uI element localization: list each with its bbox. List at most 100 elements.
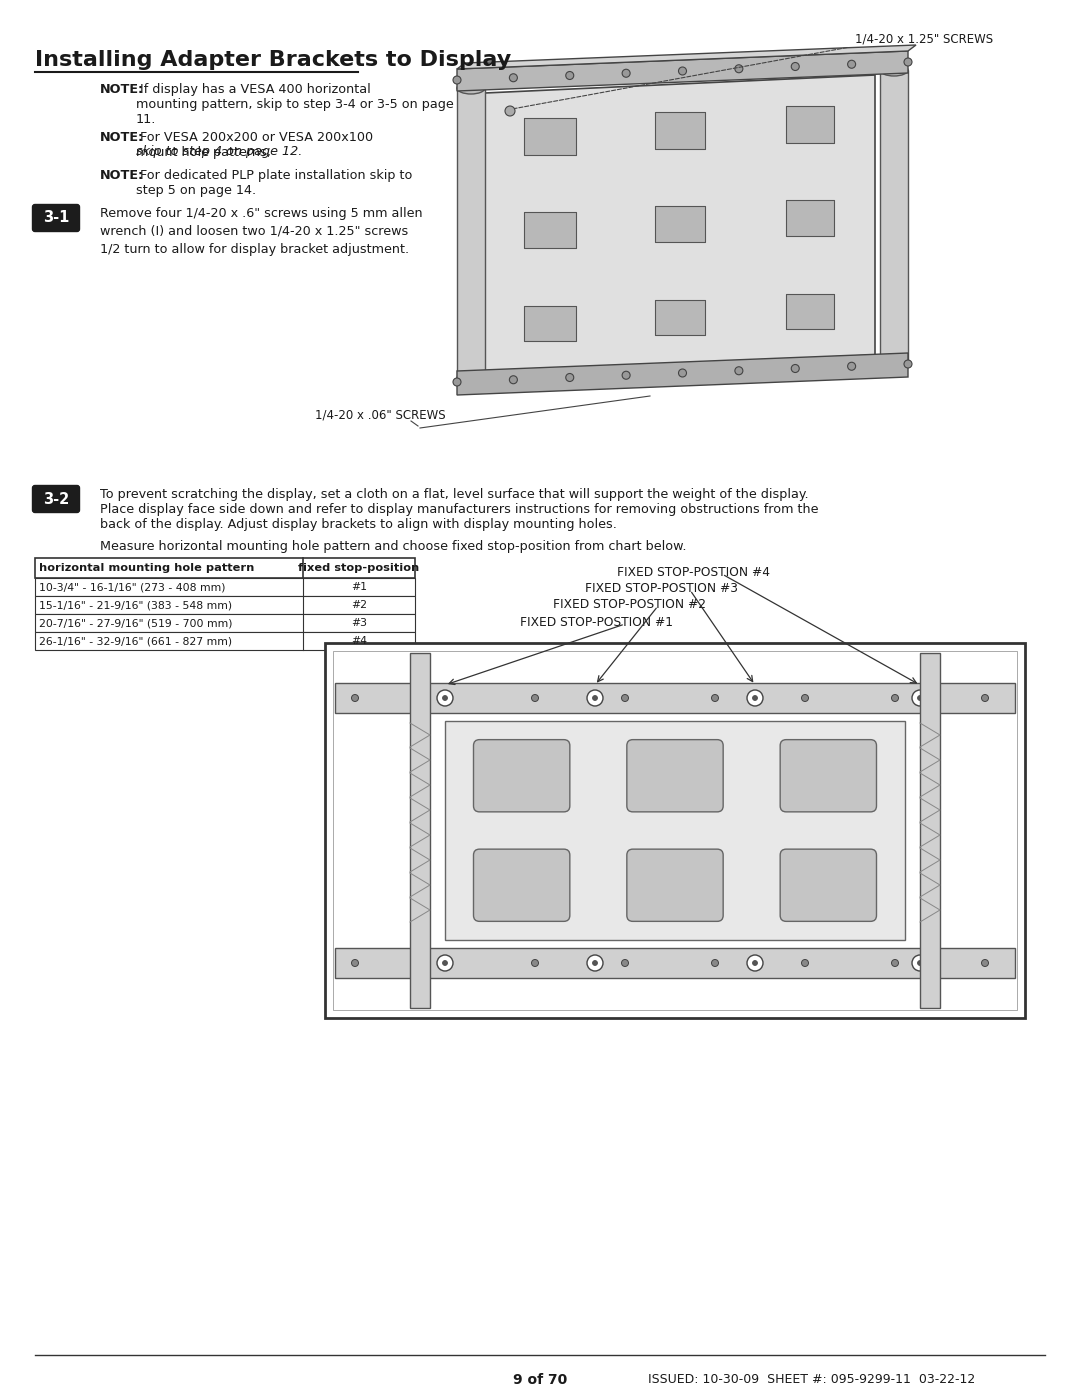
Polygon shape xyxy=(786,200,834,236)
Circle shape xyxy=(442,960,448,967)
Bar xyxy=(333,651,1017,1010)
Circle shape xyxy=(531,960,539,967)
Polygon shape xyxy=(525,117,576,155)
Circle shape xyxy=(443,961,447,965)
Bar xyxy=(335,949,1015,978)
Bar xyxy=(325,643,1025,1018)
Polygon shape xyxy=(457,88,485,379)
Circle shape xyxy=(622,372,630,379)
Text: fixed stop-position: fixed stop-position xyxy=(298,563,420,573)
Polygon shape xyxy=(656,112,705,149)
Text: skip to step 4 on page 12.: skip to step 4 on page 12. xyxy=(136,145,302,158)
Text: FIXED STOP-POSTION #4: FIXED STOP-POSTION #4 xyxy=(617,566,770,578)
Circle shape xyxy=(453,379,461,386)
Circle shape xyxy=(747,690,762,705)
Circle shape xyxy=(622,70,630,77)
Ellipse shape xyxy=(457,82,485,94)
Circle shape xyxy=(747,956,762,971)
Text: To prevent scratching the display, set a cloth on a flat, level surface that wil: To prevent scratching the display, set a… xyxy=(100,488,809,502)
Polygon shape xyxy=(880,70,908,360)
Text: 9 of 70: 9 of 70 xyxy=(513,1373,567,1387)
Circle shape xyxy=(678,67,687,75)
Text: 1/4-20 x .06" SCREWS: 1/4-20 x .06" SCREWS xyxy=(315,408,446,420)
Circle shape xyxy=(792,63,799,70)
Text: FIXED STOP-POSTION #3: FIXED STOP-POSTION #3 xyxy=(585,583,738,595)
Circle shape xyxy=(848,362,855,370)
Polygon shape xyxy=(786,293,834,330)
Polygon shape xyxy=(485,75,875,373)
Text: ISSUED: 10-30-09  SHEET #: 095-9299-11  03-22-12: ISSUED: 10-30-09 SHEET #: 095-9299-11 03… xyxy=(648,1373,975,1386)
Circle shape xyxy=(437,690,453,705)
Text: #1: #1 xyxy=(351,583,367,592)
FancyBboxPatch shape xyxy=(780,739,877,812)
Ellipse shape xyxy=(457,372,485,384)
Bar xyxy=(445,721,905,940)
Circle shape xyxy=(982,694,988,701)
Circle shape xyxy=(566,373,573,381)
Text: NOTE:: NOTE: xyxy=(100,131,144,144)
FancyBboxPatch shape xyxy=(626,739,724,812)
FancyBboxPatch shape xyxy=(32,204,80,232)
Circle shape xyxy=(753,961,757,965)
Circle shape xyxy=(351,960,359,967)
Circle shape xyxy=(510,74,517,82)
Text: #2: #2 xyxy=(351,599,367,610)
Text: 3-2: 3-2 xyxy=(43,492,69,507)
Circle shape xyxy=(437,956,453,971)
Text: 10-3/4" - 16-1/16" (273 - 408 mm): 10-3/4" - 16-1/16" (273 - 408 mm) xyxy=(39,583,226,592)
Text: For dedicated PLP plate installation skip to
step 5 on page 14.: For dedicated PLP plate installation ski… xyxy=(136,169,413,197)
Text: NOTE:: NOTE: xyxy=(100,169,144,182)
Ellipse shape xyxy=(880,353,908,366)
Bar xyxy=(35,597,415,615)
Circle shape xyxy=(918,961,922,965)
Text: 26-1/16" - 32-9/16" (661 - 827 mm): 26-1/16" - 32-9/16" (661 - 827 mm) xyxy=(39,636,232,645)
Bar xyxy=(35,557,415,578)
Circle shape xyxy=(912,690,928,705)
Circle shape xyxy=(912,956,928,971)
Text: 20-7/16" - 27-9/16" (519 - 700 mm): 20-7/16" - 27-9/16" (519 - 700 mm) xyxy=(39,617,232,629)
Circle shape xyxy=(621,960,629,967)
Polygon shape xyxy=(457,52,908,91)
Circle shape xyxy=(712,960,718,967)
Text: FIXED STOP-POSTION #1: FIXED STOP-POSTION #1 xyxy=(519,616,673,629)
Circle shape xyxy=(443,696,447,700)
Text: 15-1/16" - 21-9/16" (383 - 548 mm): 15-1/16" - 21-9/16" (383 - 548 mm) xyxy=(39,599,232,610)
Text: If display has a VESA 400 horizontal
mounting pattern, skip to step 3-4 or 3-5 o: If display has a VESA 400 horizontal mou… xyxy=(136,82,454,126)
Text: horizontal mounting hole pattern: horizontal mounting hole pattern xyxy=(39,563,255,573)
Bar xyxy=(35,578,415,597)
Circle shape xyxy=(891,960,899,967)
Text: Installing Adapter Brackets to Display: Installing Adapter Brackets to Display xyxy=(35,50,511,70)
Bar xyxy=(410,652,430,1009)
Circle shape xyxy=(351,694,359,701)
Circle shape xyxy=(982,960,988,967)
Polygon shape xyxy=(525,306,576,341)
Text: 1/4-20 x 1.25" SCREWS: 1/4-20 x 1.25" SCREWS xyxy=(855,32,994,45)
Text: For VESA 200x200 or VESA 200x100
mount hole patterns,: For VESA 200x200 or VESA 200x100 mount h… xyxy=(136,131,373,159)
Polygon shape xyxy=(457,45,916,68)
Text: #4: #4 xyxy=(351,636,367,645)
Polygon shape xyxy=(656,299,705,335)
Text: Place display face side down and refer to display manufacturers instructions for: Place display face side down and refer t… xyxy=(100,503,819,515)
Circle shape xyxy=(848,60,855,68)
FancyBboxPatch shape xyxy=(32,486,80,513)
Circle shape xyxy=(621,694,629,701)
Bar xyxy=(35,615,415,631)
Circle shape xyxy=(593,961,597,965)
Polygon shape xyxy=(525,212,576,249)
Circle shape xyxy=(792,365,799,373)
Polygon shape xyxy=(656,205,705,242)
Circle shape xyxy=(712,694,718,701)
Bar xyxy=(920,652,940,1009)
Circle shape xyxy=(566,71,573,80)
Circle shape xyxy=(918,696,922,700)
Circle shape xyxy=(753,696,757,700)
Circle shape xyxy=(510,376,517,384)
Circle shape xyxy=(904,360,912,367)
Ellipse shape xyxy=(880,64,908,75)
Text: FIXED STOP-POSTION #2: FIXED STOP-POSTION #2 xyxy=(553,598,706,610)
Bar xyxy=(35,631,415,650)
FancyBboxPatch shape xyxy=(473,739,570,812)
Circle shape xyxy=(588,956,603,971)
Circle shape xyxy=(801,694,809,701)
Circle shape xyxy=(453,75,461,84)
